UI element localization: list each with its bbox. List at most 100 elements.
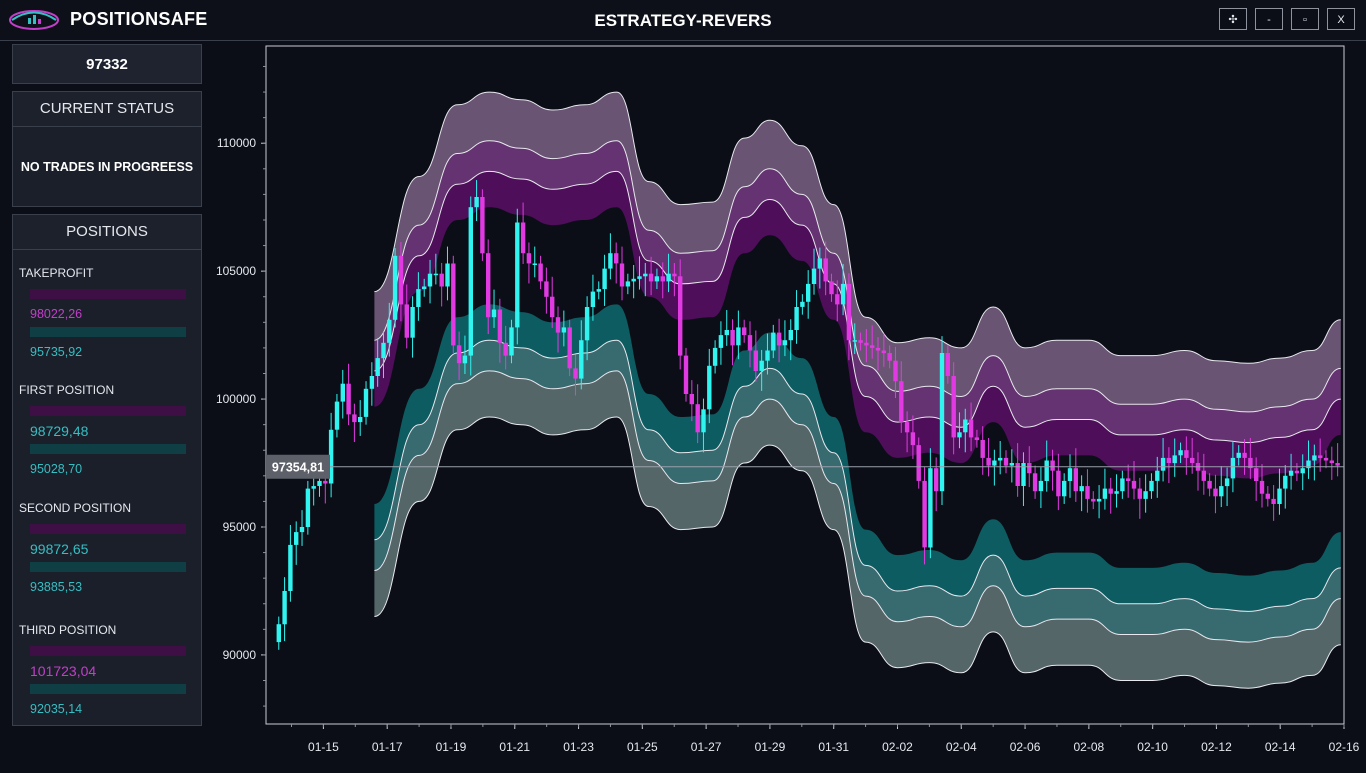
candle-body	[945, 353, 950, 376]
candle-body	[916, 445, 921, 481]
candle-body	[893, 360, 898, 382]
candle-body	[1056, 470, 1061, 497]
candle	[1114, 474, 1119, 508]
candle	[1160, 437, 1166, 482]
move-button[interactable]: ✣	[1219, 8, 1247, 30]
candle-body	[980, 440, 985, 458]
x-tick-label: 02-12	[1201, 740, 1232, 754]
candle	[1096, 485, 1102, 519]
second-position-label: SECOND POSITION	[19, 501, 132, 515]
candle	[625, 273, 631, 295]
x-tick-label: 02-10	[1137, 740, 1168, 754]
candle-body	[1323, 457, 1329, 461]
close-button[interactable]: X	[1327, 8, 1355, 30]
minimize-button[interactable]: -	[1255, 8, 1283, 30]
candle	[433, 253, 439, 285]
candle	[875, 337, 881, 371]
candle-body	[753, 350, 758, 371]
x-tick-label: 02-14	[1265, 740, 1296, 754]
candle	[608, 233, 613, 280]
candle	[1224, 467, 1230, 507]
candle	[619, 246, 625, 301]
candle-body	[1335, 463, 1340, 466]
candle	[456, 331, 462, 381]
candle-body	[590, 291, 596, 307]
candle-body	[567, 327, 572, 369]
x-tick-label: 02-06	[1010, 740, 1041, 754]
candle-body	[951, 376, 956, 438]
candle-body	[550, 296, 555, 318]
candle-body	[852, 340, 857, 342]
candle-body	[968, 419, 974, 438]
candle	[596, 281, 601, 300]
candle	[672, 262, 677, 297]
candle-body	[1073, 468, 1078, 492]
takeprofit-label: TAKEPROFIT	[19, 266, 94, 280]
band-outer-upper	[374, 92, 1341, 412]
candle-body	[782, 340, 788, 346]
candle-body	[631, 278, 636, 282]
candle	[1271, 485, 1276, 521]
candle	[840, 263, 846, 316]
candle	[491, 289, 497, 328]
candle-body	[497, 309, 503, 343]
price-chart[interactable]: 97354,81 90000 95000 100000 105000 110000 01-1…	[210, 44, 1366, 768]
first-position-upper-bar	[30, 406, 186, 416]
candle	[957, 412, 962, 449]
candle	[363, 381, 369, 425]
candle-body	[352, 414, 357, 423]
candle-body	[643, 273, 648, 277]
candle-body	[992, 460, 997, 466]
candle	[945, 345, 950, 384]
y-tick-label: 110000	[217, 136, 256, 150]
chart-canvas[interactable]: 97354,81 90000 95000 100000 105000 110000 01-1…	[210, 44, 1366, 768]
x-tick-label: 01-25	[627, 740, 658, 754]
x-tick-label: 01-23	[563, 740, 594, 754]
candle-body	[747, 335, 753, 351]
candle-body	[456, 345, 462, 364]
candle-body	[427, 273, 433, 287]
candle	[1318, 438, 1323, 472]
candle	[823, 241, 828, 296]
candle-body	[1143, 491, 1148, 499]
candle-body	[742, 327, 747, 336]
x-tick-label: 01-15	[308, 740, 339, 754]
candle	[695, 384, 700, 444]
y-tick-label: 90000	[223, 648, 257, 662]
positions-panel: POSITIONS TAKEPROFIT 98022,26 95735,92 F…	[12, 214, 202, 726]
candle	[602, 254, 607, 306]
candle	[974, 429, 980, 448]
candle	[1149, 473, 1154, 499]
candle	[683, 347, 689, 402]
candle	[776, 318, 782, 363]
candle-body	[276, 624, 281, 643]
candle	[806, 270, 811, 319]
candle-body	[526, 253, 532, 264]
candle	[1329, 446, 1334, 480]
takeprofit-upper-value: 98022,26	[30, 307, 83, 321]
third-position-upper-bar	[30, 646, 186, 656]
candle-body	[625, 281, 631, 287]
candle	[718, 321, 724, 365]
candle-body	[538, 263, 543, 282]
candle-body	[1300, 468, 1305, 474]
candle	[1021, 452, 1026, 507]
candle	[712, 340, 718, 374]
candle-body	[1155, 470, 1160, 481]
third-position-lower-value: 92035,14	[30, 702, 83, 716]
band-line-mid-lower	[374, 370, 1341, 643]
candle-body	[491, 309, 497, 318]
current-price-value: 97332	[86, 56, 128, 73]
second-position-lower-bar	[30, 562, 186, 572]
candle-body	[323, 480, 328, 484]
candle	[1172, 438, 1177, 477]
second-position-lower-value: 93885,53	[30, 580, 83, 594]
candle	[922, 467, 927, 565]
x-tick-label: 01-21	[499, 740, 530, 754]
candle-body	[666, 273, 671, 282]
candle-body	[317, 480, 322, 486]
candle	[579, 320, 584, 390]
maximize-button[interactable]: ▫	[1291, 8, 1319, 30]
candle-body	[340, 383, 345, 402]
candle-body	[619, 263, 625, 287]
